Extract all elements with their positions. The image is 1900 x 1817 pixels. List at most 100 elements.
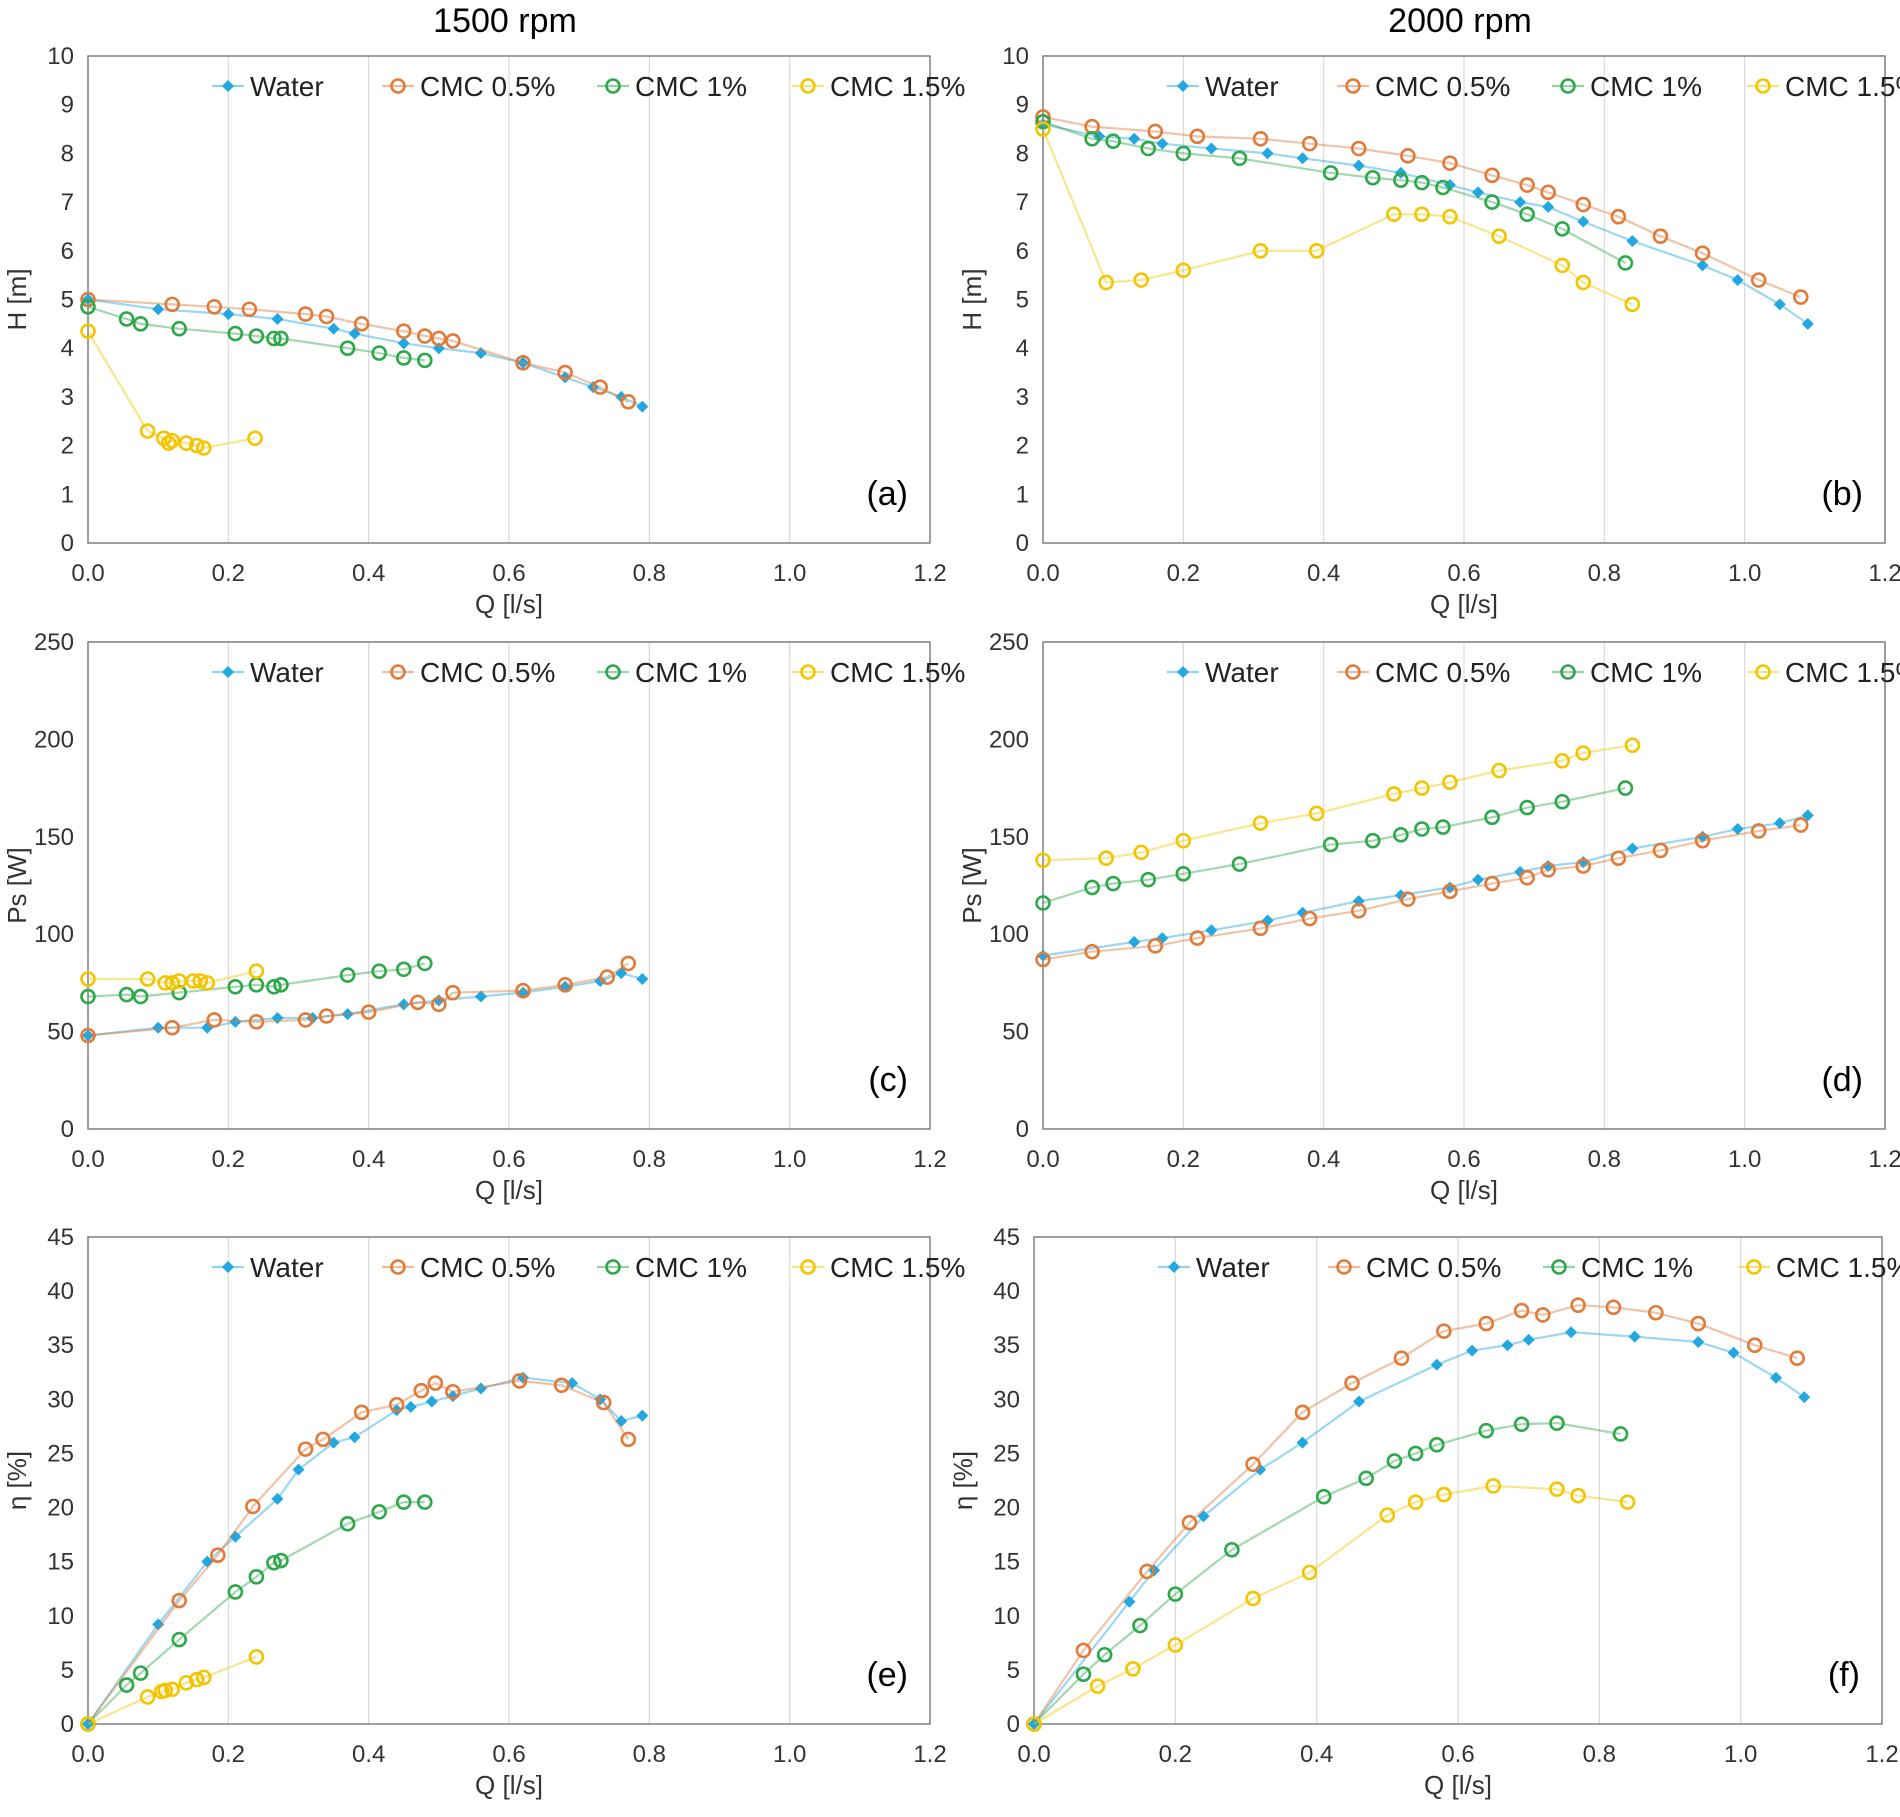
data-point xyxy=(195,440,212,456)
chart-panel-c: 0.0 0.2 0.4 0.6 0.8 1.0 1.2 0 50 100 150 200 250 Wate… xyxy=(2,629,965,1205)
data-point xyxy=(413,1382,430,1399)
panel-label: (d) xyxy=(1821,1061,1863,1099)
x-tick-label: 1.0 xyxy=(1728,560,1761,587)
data-point xyxy=(1793,289,1809,305)
x-tick-label: 1.0 xyxy=(773,560,806,587)
data-point xyxy=(1624,296,1641,313)
data-point xyxy=(1491,762,1507,779)
data-point xyxy=(273,330,289,347)
y-tick-label: 10 xyxy=(1002,43,1029,70)
plot-frame xyxy=(1042,641,1886,1130)
y-axis-label: Ps [W] xyxy=(2,847,32,924)
data-point xyxy=(82,1029,94,1042)
data-point xyxy=(1731,274,1744,287)
data-point xyxy=(118,311,135,327)
data-point xyxy=(164,296,180,313)
legend-marker xyxy=(222,666,234,678)
data-point xyxy=(1624,737,1641,754)
data-point xyxy=(1514,865,1527,878)
data-point xyxy=(80,291,96,308)
data-point xyxy=(1167,1586,1184,1602)
x-axis-label: Q [l/s] xyxy=(475,1770,543,1800)
x-axis-label: Q [l/s] xyxy=(475,589,543,619)
data-point xyxy=(1296,152,1309,165)
data-point xyxy=(1773,817,1786,830)
legend-marker xyxy=(390,664,406,680)
data-point xyxy=(353,1404,370,1421)
data-point xyxy=(1175,832,1192,849)
x-tick-label: 1.2 xyxy=(1868,560,1900,587)
data-point xyxy=(206,1012,223,1028)
legend-label: Water xyxy=(250,71,324,102)
data-point xyxy=(1747,1337,1763,1354)
data-point xyxy=(1690,1315,1707,1332)
data-point xyxy=(636,973,649,986)
data-point xyxy=(1394,889,1407,902)
data-point xyxy=(80,988,96,1005)
data-point xyxy=(266,330,282,347)
data-point xyxy=(1414,821,1430,837)
data-point xyxy=(297,1441,314,1457)
data-point xyxy=(132,316,149,332)
y-tick-label: 9 xyxy=(61,92,74,119)
legend-label: Water xyxy=(250,657,324,688)
data-point xyxy=(416,328,433,344)
data-point xyxy=(1466,1344,1479,1357)
data-point xyxy=(1519,177,1535,193)
data-point xyxy=(1301,135,1318,152)
data-point xyxy=(157,1682,173,1699)
y-tick-label: 0 xyxy=(1007,1711,1020,1738)
data-point xyxy=(171,1631,188,1648)
legend-marker xyxy=(222,80,234,92)
data-point xyxy=(1605,1299,1622,1316)
data-point xyxy=(1648,1304,1664,1321)
series-line xyxy=(87,330,256,450)
legend-marker xyxy=(1755,78,1771,94)
legend-marker xyxy=(222,1261,234,1273)
data-point xyxy=(248,1649,265,1665)
data-point xyxy=(1696,259,1709,272)
panel-label: (e) xyxy=(866,1656,908,1694)
y-tick-label: 35 xyxy=(47,1332,74,1359)
data-point xyxy=(1400,148,1416,164)
data-point xyxy=(1140,871,1157,888)
data-point xyxy=(80,971,96,987)
x-tick-label: 0.4 xyxy=(352,560,385,587)
data-point xyxy=(1132,1617,1148,1634)
data-point xyxy=(152,1618,165,1631)
legend-marker xyxy=(800,78,816,94)
y-tick-label: 15 xyxy=(993,1549,1020,1576)
chart-panel-a: 0.0 0.2 0.4 0.6 0.8 1.0 1.2 0 1 2 3 4 5 6 7 8 9 10 Water CM… xyxy=(2,43,965,619)
data-point xyxy=(164,1019,180,1036)
data-point xyxy=(1442,883,1458,900)
data-point xyxy=(1189,930,1206,946)
x-tick-label: 1.2 xyxy=(1865,1741,1898,1768)
legend-marker xyxy=(605,1259,621,1275)
data-point xyxy=(1386,786,1402,802)
data-point xyxy=(248,1569,265,1585)
legend-marker xyxy=(1345,664,1361,680)
data-point xyxy=(245,1498,261,1515)
data-point xyxy=(1694,245,1711,262)
data-point xyxy=(1789,1350,1805,1367)
data-point xyxy=(1296,906,1309,919)
legend-marker xyxy=(605,664,621,680)
data-point xyxy=(1577,215,1590,228)
data-point xyxy=(395,1494,412,1510)
data-point xyxy=(1035,121,1051,137)
data-point xyxy=(229,1530,242,1543)
data-point xyxy=(82,1718,94,1730)
data-point xyxy=(248,328,265,344)
data-point xyxy=(1133,844,1150,861)
data-point xyxy=(1175,145,1192,162)
data-point xyxy=(431,996,447,1013)
data-point xyxy=(1414,780,1430,796)
data-point xyxy=(339,1515,356,1532)
series-line xyxy=(87,298,643,408)
x-tick-label: 0.0 xyxy=(1017,1741,1050,1768)
legend-label: CMC 1.5% xyxy=(1785,657,1900,688)
data-point xyxy=(241,301,258,318)
data-point xyxy=(1231,856,1248,872)
data-point xyxy=(353,316,370,332)
